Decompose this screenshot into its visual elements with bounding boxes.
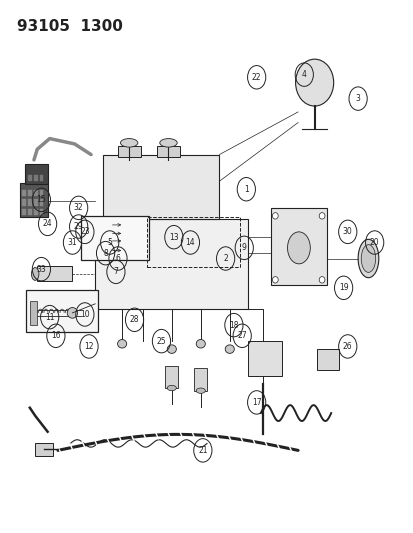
Bar [248,341,281,376]
Bar [40,199,43,206]
Ellipse shape [287,232,310,264]
Bar [28,190,32,196]
Text: 24: 24 [43,220,52,228]
Bar [95,219,248,309]
Bar [30,301,37,325]
Bar [271,208,326,285]
Bar [28,209,32,215]
Text: 30: 30 [342,228,352,236]
Bar [25,164,47,184]
Ellipse shape [318,277,324,283]
Text: 33: 33 [36,265,46,273]
Text: 93105  1300: 93105 1300 [17,19,122,34]
Ellipse shape [225,345,234,353]
Bar [35,443,52,456]
Text: 29: 29 [74,222,83,231]
Ellipse shape [67,308,78,318]
Ellipse shape [360,245,375,272]
Text: 16: 16 [51,332,61,340]
Text: 22: 22 [252,73,261,82]
Text: 6: 6 [115,254,120,263]
Text: 31: 31 [67,238,77,247]
Bar [22,190,26,196]
Ellipse shape [318,213,324,219]
Bar [22,209,26,215]
Bar [28,175,32,181]
Text: 12: 12 [84,342,93,351]
Text: 27: 27 [237,332,247,340]
Bar [34,190,38,196]
Text: 26: 26 [342,342,352,351]
Text: 4: 4 [301,70,306,79]
Bar [22,199,26,206]
Text: 20: 20 [369,238,379,247]
Ellipse shape [117,340,126,348]
Text: 19: 19 [338,284,348,292]
Bar [40,175,43,181]
Ellipse shape [272,213,278,219]
Text: 3: 3 [355,94,360,103]
Text: 28: 28 [130,316,139,324]
Ellipse shape [31,268,39,280]
Bar [147,217,240,266]
Text: 17: 17 [251,398,261,407]
Text: 13: 13 [169,233,178,241]
Text: 1: 1 [243,185,248,193]
Text: 8: 8 [103,249,108,257]
Text: 18: 18 [229,321,238,329]
Ellipse shape [196,340,205,348]
Text: 14: 14 [185,238,195,247]
Text: 5: 5 [107,238,112,247]
Bar [165,366,178,388]
Bar [81,216,149,260]
Text: 21: 21 [198,446,207,455]
Text: 15: 15 [36,196,46,204]
Ellipse shape [295,59,333,106]
Bar [194,368,207,391]
Text: 23: 23 [80,228,90,236]
Bar [34,209,38,215]
Ellipse shape [120,139,138,147]
Text: 11: 11 [45,313,54,321]
Ellipse shape [196,388,205,393]
Text: 9: 9 [241,244,246,252]
Ellipse shape [272,277,278,283]
Bar [103,155,219,219]
Bar [20,183,48,217]
Bar [118,146,140,157]
Text: 2: 2 [223,254,228,263]
Ellipse shape [159,139,177,147]
Text: 25: 25 [156,337,166,345]
Bar [34,199,38,206]
Ellipse shape [167,385,176,391]
Bar [34,175,38,181]
Bar [40,190,43,196]
Ellipse shape [357,239,378,278]
Bar [316,349,339,370]
Bar [26,290,98,332]
Bar [157,146,180,157]
Ellipse shape [167,345,176,353]
Text: 32: 32 [74,204,83,212]
Bar [28,199,32,206]
Text: 10: 10 [80,310,90,319]
Text: 7: 7 [113,268,118,276]
Bar [37,266,72,281]
Bar [40,209,43,215]
